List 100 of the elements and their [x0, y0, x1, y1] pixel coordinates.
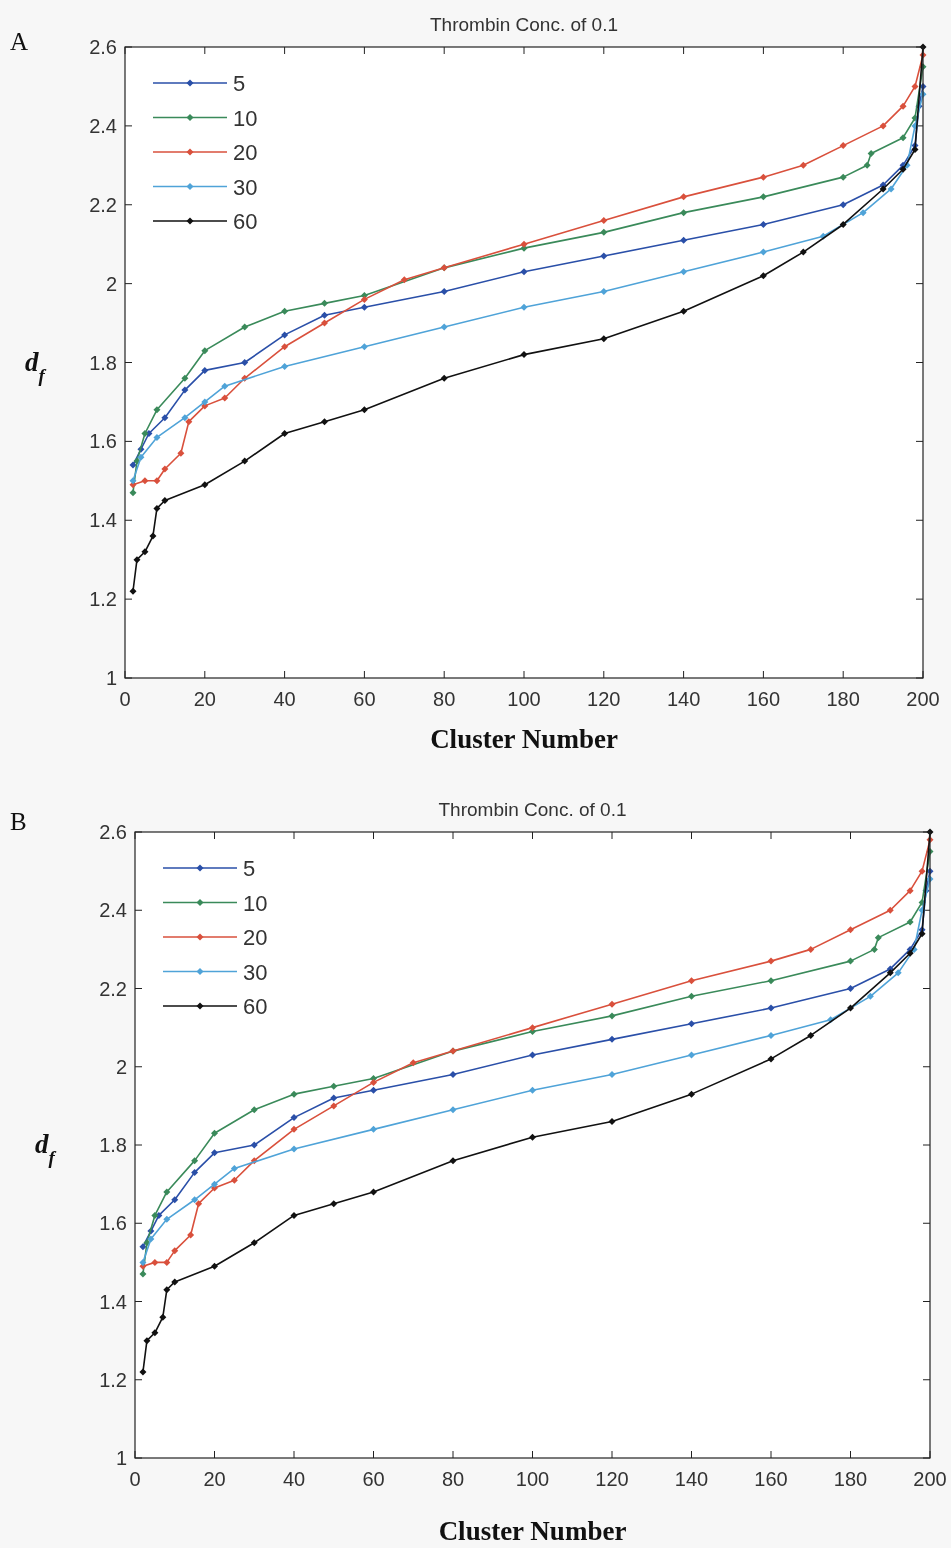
point	[608, 1000, 616, 1008]
point	[839, 173, 847, 181]
point	[281, 307, 289, 315]
y-tick-label: 2.4	[89, 114, 117, 137]
x-tick-label: 120	[595, 1468, 629, 1490]
point	[241, 457, 249, 465]
y-tick-label: 1.2	[89, 588, 117, 611]
legend-label: 20	[233, 140, 258, 165]
point	[290, 1114, 298, 1122]
point	[600, 217, 608, 225]
point	[529, 1024, 536, 1032]
point	[688, 1051, 695, 1059]
legend-label: 20	[243, 925, 268, 950]
chart-title: Thrombin Conc. of 0.1	[430, 14, 618, 35]
point	[151, 1258, 159, 1266]
point	[680, 209, 688, 217]
point	[529, 1051, 536, 1059]
point	[600, 288, 608, 296]
point	[290, 1125, 298, 1133]
text: A	[10, 28, 29, 55]
y-tick-label: 1.8	[89, 351, 117, 374]
point	[520, 351, 528, 359]
y-tick-label: 1.4	[99, 1290, 127, 1313]
point	[799, 248, 807, 256]
point	[177, 449, 185, 457]
point	[185, 418, 193, 426]
point	[230, 1164, 238, 1172]
point	[139, 1258, 147, 1266]
point	[899, 102, 907, 110]
point	[153, 504, 161, 512]
point	[859, 209, 867, 217]
point	[159, 1313, 167, 1321]
point	[449, 1157, 457, 1165]
point	[163, 1188, 171, 1196]
point	[520, 303, 528, 311]
point	[886, 969, 894, 977]
point	[839, 201, 847, 209]
point	[201, 366, 209, 374]
point	[767, 977, 775, 985]
point	[409, 1059, 417, 1067]
y-axis-title: d$_{f}$	[35, 1129, 57, 1168]
point	[906, 918, 914, 926]
point	[879, 185, 887, 193]
y-tick-label: 1.2	[99, 1368, 127, 1391]
point	[870, 945, 878, 953]
point	[600, 228, 608, 236]
x-tick-label: 80	[441, 1468, 465, 1490]
point	[887, 185, 895, 193]
point	[688, 992, 695, 1000]
point	[290, 1090, 298, 1098]
point	[147, 1235, 155, 1243]
y-tick-label: 1.4	[89, 509, 117, 532]
point	[759, 248, 767, 256]
point	[847, 926, 854, 934]
point	[847, 1004, 854, 1012]
point	[608, 1012, 616, 1020]
x-tick-label: 160	[754, 1468, 788, 1490]
point	[141, 429, 149, 437]
y-tick-label: 1.6	[99, 1212, 127, 1235]
point	[321, 418, 328, 426]
point	[600, 252, 608, 260]
point	[163, 1286, 171, 1294]
point	[171, 1278, 179, 1286]
point	[163, 1258, 171, 1266]
point	[400, 276, 408, 284]
point	[688, 977, 695, 985]
point	[680, 236, 688, 244]
point	[688, 1020, 695, 1028]
point	[171, 1196, 179, 1204]
legend-label: 5	[233, 71, 246, 96]
point	[241, 359, 249, 366]
point	[153, 477, 161, 485]
legend-label: 60	[233, 209, 258, 234]
y-tick-label: 1	[105, 667, 117, 689]
y-tick-label: 1	[115, 1447, 127, 1469]
point	[608, 1035, 616, 1043]
point	[149, 532, 157, 540]
point	[688, 1090, 695, 1098]
point	[847, 957, 854, 965]
point	[906, 887, 914, 895]
point	[918, 867, 926, 875]
x-tick-label: 180	[826, 688, 860, 710]
point	[680, 268, 688, 276]
point	[759, 220, 767, 228]
point	[191, 1196, 199, 1204]
point	[529, 1086, 536, 1094]
point	[370, 1078, 377, 1086]
point	[360, 303, 368, 311]
point	[330, 1102, 338, 1110]
point	[529, 1133, 536, 1141]
point	[330, 1094, 338, 1102]
point	[866, 992, 874, 1000]
x-tick-label: 60	[353, 688, 376, 710]
legend-label: 30	[243, 959, 268, 985]
point	[281, 331, 289, 339]
point	[759, 173, 767, 181]
point	[330, 1082, 338, 1090]
x-tick-label: 120	[587, 688, 621, 710]
point	[161, 497, 169, 505]
point	[250, 1106, 258, 1114]
